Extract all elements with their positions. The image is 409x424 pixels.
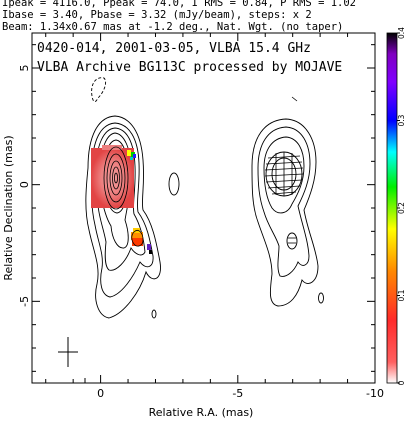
colorbar-tick-label: 0 — [397, 380, 406, 385]
knot-red — [132, 238, 143, 246]
core-contours-overlay — [103, 146, 144, 247]
header-stats-line: Ipeak = 4116.0, Ppeak = 74.0, I RMS = 0.… — [2, 0, 357, 9]
pol-contour-3 — [263, 136, 305, 214]
colorbar-tick-label: 0.2 — [397, 202, 406, 214]
pol-knot-contour — [286, 232, 298, 250]
pol-island — [318, 292, 324, 304]
negative-contour — [91, 77, 107, 103]
polarization-colour-overlay — [91, 145, 152, 254]
y-axis-label: Relative Declination (mas) — [2, 135, 15, 280]
edge-cyan — [130, 157, 133, 160]
pol-outer-contour — [251, 118, 319, 307]
pol-contour-2 — [257, 126, 311, 277]
header-beam-line: Beam: 1.34x0.67 mas at -1.2 deg., Nat. W… — [2, 21, 344, 33]
x-axis-label: Relative R.A. (mas) — [149, 406, 254, 419]
colorbar-ticks: 0 0.1 0.2 0.3 0.4 — [397, 27, 406, 385]
plot-title-line-2: VLBA Archive BG113C processed by MOJAVE — [37, 60, 343, 75]
island-south — [151, 309, 157, 319]
axis-tick-labels: 0 -5 -10 5 0 -5 — [18, 65, 384, 401]
y-tick-label: 0 — [18, 181, 31, 188]
y-tick-label: 5 — [18, 65, 31, 72]
core-colour-notch — [102, 145, 122, 150]
axis-ticks — [32, 33, 376, 383]
colorbar-tick-label: 0.4 — [397, 27, 406, 39]
beam-marker — [58, 337, 78, 367]
header-base-line: Ibase = 3.40, Pbase = 3.32 (mJy/beam), s… — [2, 9, 312, 21]
x-tick-label: 0 — [97, 387, 104, 400]
colorbar-tick-label: 0.1 — [397, 289, 406, 301]
outer-contour — [85, 115, 161, 319]
plot-title-line-1: 0420-014, 2001-03-05, VLBA 15.4 GHz — [37, 41, 311, 56]
knot-orange — [131, 232, 143, 240]
x-tick-label: -10 — [366, 387, 384, 400]
contour-3 — [95, 127, 146, 271]
y-tick-label: -5 — [18, 296, 31, 307]
island-east — [168, 172, 180, 196]
colorbar — [386, 32, 398, 384]
colorbar-tick-label: 0.3 — [397, 114, 406, 126]
edge-yellow — [127, 150, 131, 156]
x-tick-label: -5 — [232, 387, 243, 400]
contour-2 — [91, 122, 154, 298]
knot-purple — [147, 244, 151, 250]
knot-black — [149, 250, 152, 254]
plot-frame — [31, 32, 376, 384]
evpa-sticks — [264, 96, 304, 244]
polarization-contours — [251, 118, 324, 307]
edge-blue — [133, 154, 136, 158]
